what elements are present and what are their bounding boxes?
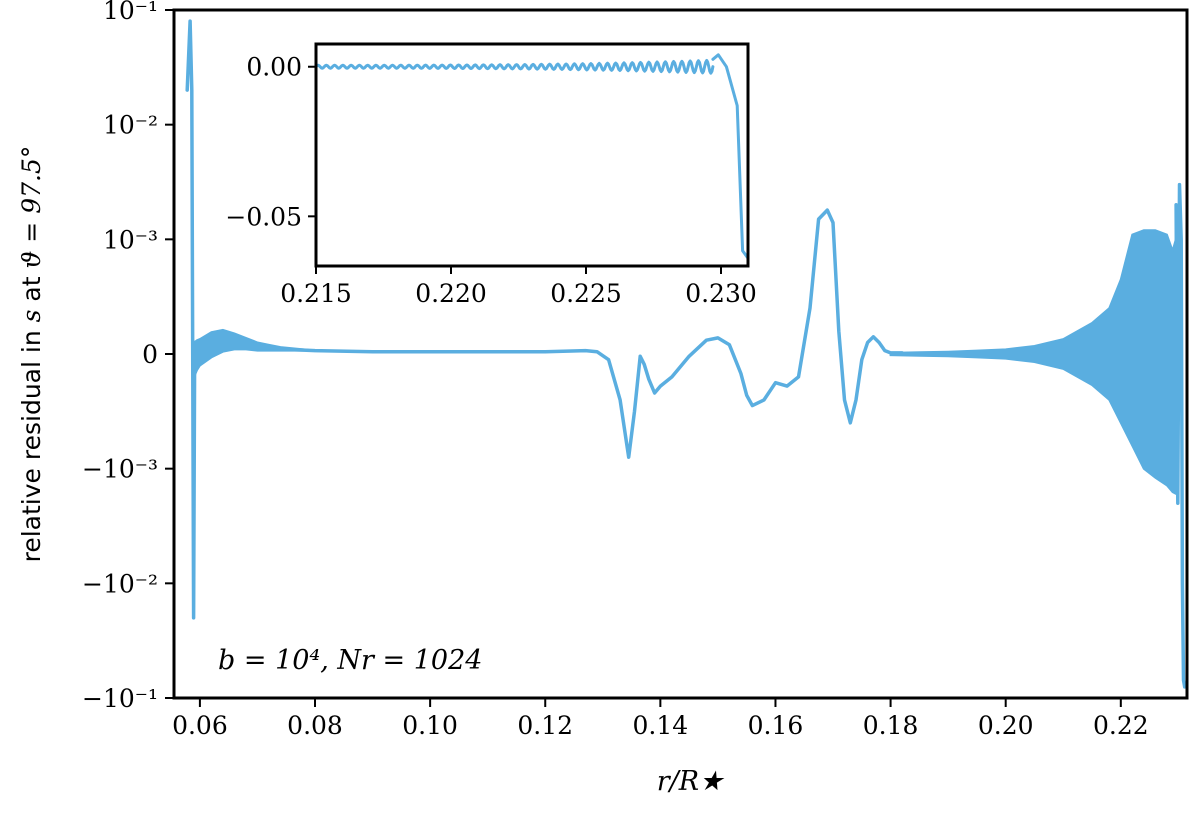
x-tick-label: 0.20 <box>978 711 1034 740</box>
y-tick-label: 10⁻³ <box>103 225 158 254</box>
y-axis-label-mid: at <box>17 269 46 310</box>
inset-plot-area: 0.215 0.220 0.225 0.230 0.00 −0.05 <box>225 42 757 308</box>
y-tick-label: 0 <box>142 340 158 369</box>
y-tick-label: −10⁻³ <box>82 455 158 484</box>
inset-x-axis-ticks: 0.215 0.220 0.225 0.230 <box>280 266 757 308</box>
main-series-group <box>185 19 1187 689</box>
y-axis-label-group: relative residual in s at ϑ = 97.5° <box>17 146 46 563</box>
x-tick-label: 0.16 <box>748 711 804 740</box>
inset-ripple-curve <box>314 58 715 75</box>
inset-y-tick-label: 0.00 <box>246 53 302 82</box>
main-y-axis-ticks: −10⁻¹ −10⁻² −10⁻³ 0 10⁻³ 10⁻² 10⁻¹ <box>82 0 174 713</box>
inset-series-group <box>314 53 750 260</box>
x-tick-label: 0.22 <box>1093 711 1149 740</box>
y-tick-label: −10⁻² <box>82 569 158 598</box>
x-tick-label: 0.08 <box>287 711 343 740</box>
oscillation-band-left <box>193 328 316 378</box>
y-axis-label-angle: ϑ = 97.5° <box>17 146 46 269</box>
x-tick-label: 0.18 <box>863 711 919 740</box>
y-axis-label-var: s <box>17 310 46 323</box>
y-axis-label: relative residual in s at ϑ = 97.5° <box>17 146 46 563</box>
x-axis-label: r/R★ <box>657 766 725 797</box>
inset-tail-curve <box>711 53 750 260</box>
inset-y-tick-label: −0.05 <box>225 202 302 231</box>
x-tick-label: 0.06 <box>172 711 228 740</box>
main-x-axis-ticks: 0.06 0.08 0.10 0.12 0.14 0.16 0.18 0.20 0.22 <box>172 698 1149 740</box>
y-axis-label-prefix: relative residual in <box>17 322 46 562</box>
inset-x-tick-label: 0.215 <box>280 279 352 308</box>
oscillation-band-right <box>889 229 1180 497</box>
residual-curve <box>185 19 904 620</box>
main-plot-area: 0.06 0.08 0.10 0.12 0.14 0.16 0.18 0.20 0.22 −10… <box>82 0 1189 740</box>
inset-frame <box>314 42 750 268</box>
y-tick-label: 10⁻² <box>103 111 158 140</box>
x-tick-label: 0.10 <box>402 711 458 740</box>
inset-x-tick-label: 0.230 <box>685 279 757 308</box>
residual-curve-tail <box>1174 182 1187 689</box>
inset-x-tick-label: 0.220 <box>415 279 487 308</box>
parameter-annotation: b = 10⁴, Nr = 1024 <box>218 645 482 676</box>
x-tick-label: 0.12 <box>517 711 573 740</box>
inset-x-tick-label: 0.225 <box>550 279 622 308</box>
inset-y-axis-ticks: 0.00 −0.05 <box>225 53 316 231</box>
y-tick-label: −10⁻¹ <box>82 684 158 713</box>
inset-background <box>316 44 748 266</box>
x-tick-label: 0.14 <box>633 711 689 740</box>
y-tick-label: 10⁻¹ <box>103 0 158 25</box>
